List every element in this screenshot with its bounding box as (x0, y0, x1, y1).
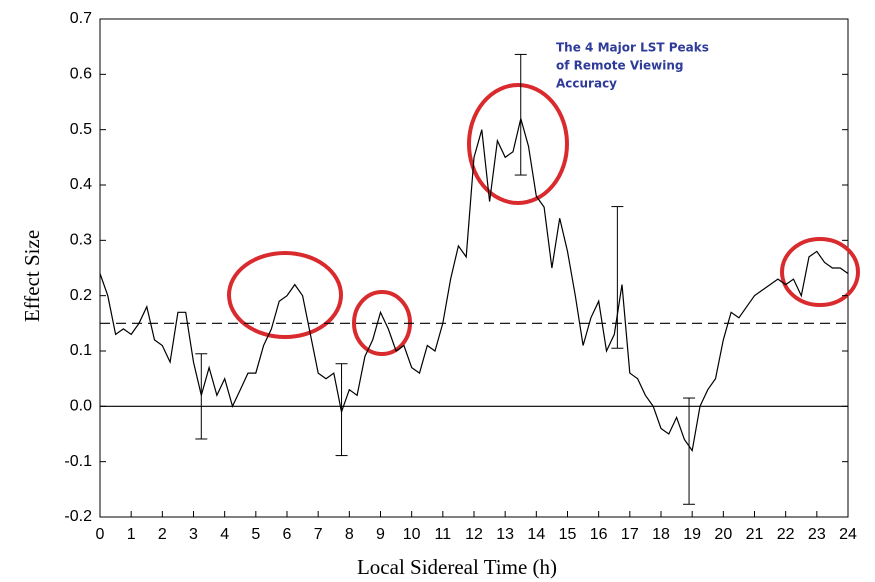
x-tick-label: 15 (559, 526, 577, 543)
x-tick-label: 23 (808, 526, 826, 543)
x-tick-label: 5 (251, 526, 260, 543)
y-tick-label: -0.1 (64, 453, 92, 470)
annotation-line: Accuracy (556, 77, 617, 91)
x-tick-label: 7 (314, 526, 323, 543)
x-tick-label: 11 (435, 526, 452, 543)
x-tick-label: 10 (403, 526, 421, 543)
error-bar (683, 397, 696, 505)
y-tick-label: 0.0 (70, 398, 92, 415)
x-tick-label: 16 (590, 526, 608, 543)
y-tick-label: 0.6 (70, 66, 92, 83)
x-tick-label: 2 (158, 526, 167, 543)
y-tick-label: 0.5 (70, 121, 92, 138)
y-tick-label: 0.3 (70, 232, 92, 249)
x-tick-label: 0 (96, 526, 105, 543)
highlight (227, 251, 343, 339)
error-bar (195, 353, 208, 440)
annotation-line: of Remote Viewing (556, 59, 683, 73)
x-tick-label: 12 (465, 526, 483, 543)
y-tick-label: 0.2 (70, 287, 92, 304)
x-tick-label: 3 (189, 526, 198, 543)
x-tick-label: 8 (345, 526, 354, 543)
x-tick-label: 20 (714, 526, 732, 543)
y-tick-label: 0.7 (70, 10, 92, 27)
annotation-line: The 4 Major LST Peaks (556, 41, 709, 55)
x-axis-label: Local Sidereal Time (h) (357, 555, 557, 579)
error-bar (335, 363, 348, 457)
x-tick-label: 13 (496, 526, 514, 543)
annotation: The 4 Major LST Peaks of Remote Viewing Ac… (556, 41, 709, 91)
highlight-circles (227, 83, 860, 356)
error-bar (611, 206, 624, 349)
x-tick-label: 6 (283, 526, 292, 543)
x-tick-label: 22 (777, 526, 795, 543)
plot-frame (99, 18, 849, 518)
x-tick-label: 1 (127, 526, 136, 543)
x-tick-label: 21 (746, 526, 764, 543)
x-tick-label: 19 (683, 526, 701, 543)
data-line (99, 118, 849, 453)
highlight (780, 237, 860, 307)
error-bar (514, 53, 527, 176)
x-tick-label: 14 (527, 526, 545, 543)
x-tick-label: 24 (839, 526, 857, 543)
highlight (467, 83, 569, 205)
x-tick-label: 4 (220, 526, 229, 543)
x-tick-label: 9 (376, 526, 385, 543)
y-tick-label: 0.4 (70, 176, 92, 193)
x-tick-label: 18 (652, 526, 670, 543)
y-tick-label: -0.2 (64, 508, 92, 525)
x-tick-label: 17 (621, 526, 639, 543)
y-axis-label: Effect Size (20, 230, 44, 322)
y-tick-label: 0.1 (70, 342, 92, 359)
